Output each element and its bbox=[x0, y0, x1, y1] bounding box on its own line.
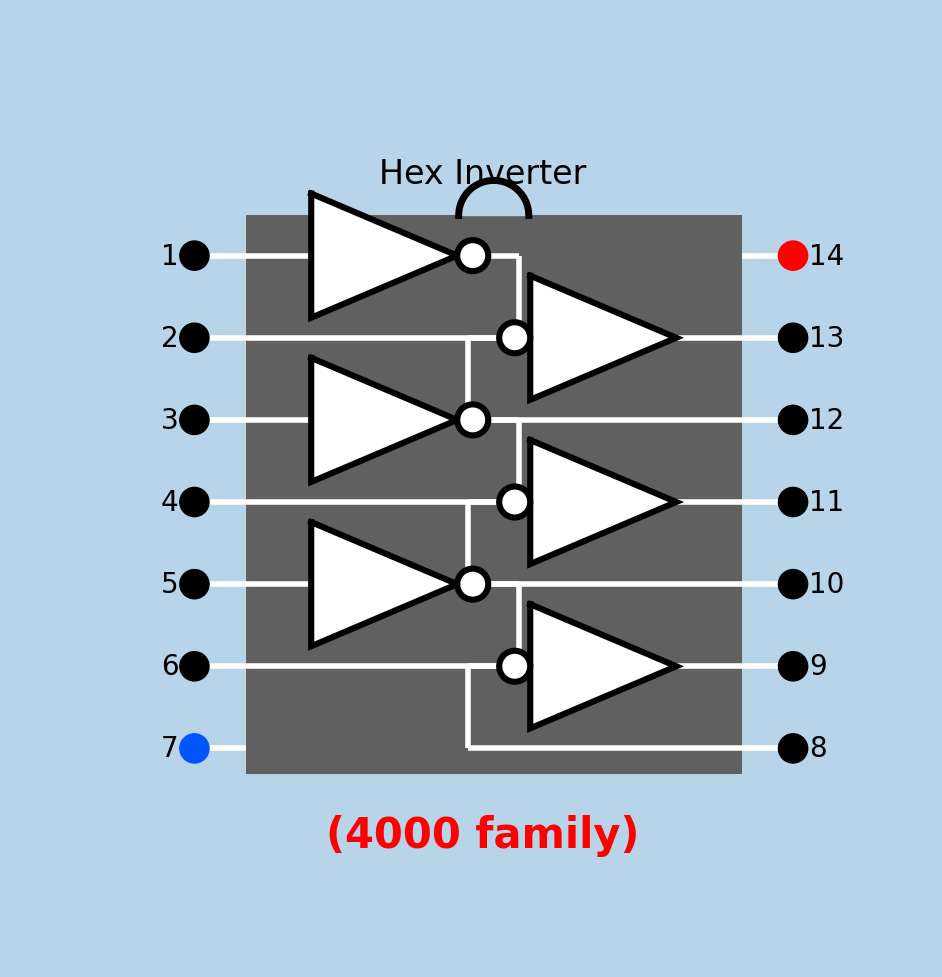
Circle shape bbox=[778, 652, 807, 681]
Circle shape bbox=[180, 488, 209, 517]
Text: 5: 5 bbox=[161, 571, 178, 599]
Circle shape bbox=[778, 241, 807, 271]
Text: 11: 11 bbox=[809, 488, 844, 517]
Polygon shape bbox=[530, 276, 676, 401]
Circle shape bbox=[499, 651, 530, 682]
Polygon shape bbox=[311, 359, 457, 483]
Circle shape bbox=[457, 404, 488, 436]
Circle shape bbox=[180, 570, 209, 599]
Circle shape bbox=[778, 570, 807, 599]
Text: 3: 3 bbox=[160, 406, 178, 435]
Bar bbox=[246, 216, 742, 774]
Polygon shape bbox=[530, 441, 676, 565]
Text: 9: 9 bbox=[809, 653, 827, 681]
Circle shape bbox=[180, 241, 209, 271]
Circle shape bbox=[778, 405, 807, 435]
Polygon shape bbox=[311, 523, 457, 647]
Text: 8: 8 bbox=[809, 735, 827, 763]
Circle shape bbox=[180, 652, 209, 681]
Text: 1: 1 bbox=[161, 242, 178, 271]
Circle shape bbox=[499, 323, 530, 354]
Circle shape bbox=[180, 734, 209, 763]
Text: 14: 14 bbox=[809, 242, 844, 271]
Text: 13: 13 bbox=[809, 324, 844, 353]
Circle shape bbox=[180, 323, 209, 353]
Circle shape bbox=[778, 734, 807, 763]
Circle shape bbox=[778, 323, 807, 353]
Circle shape bbox=[180, 405, 209, 435]
Polygon shape bbox=[311, 194, 457, 319]
Text: 7: 7 bbox=[161, 735, 178, 763]
Circle shape bbox=[457, 569, 488, 600]
Text: 10: 10 bbox=[809, 571, 844, 599]
Text: Hex Inverter: Hex Inverter bbox=[379, 157, 587, 191]
Text: 12: 12 bbox=[809, 406, 844, 435]
Text: 2: 2 bbox=[161, 324, 178, 353]
Circle shape bbox=[499, 487, 530, 518]
Polygon shape bbox=[459, 182, 528, 216]
Circle shape bbox=[778, 488, 807, 517]
Text: (4000 family): (4000 family) bbox=[326, 814, 640, 856]
Text: 6: 6 bbox=[161, 653, 178, 681]
Polygon shape bbox=[530, 605, 676, 729]
Text: 4: 4 bbox=[161, 488, 178, 517]
Circle shape bbox=[457, 241, 488, 272]
